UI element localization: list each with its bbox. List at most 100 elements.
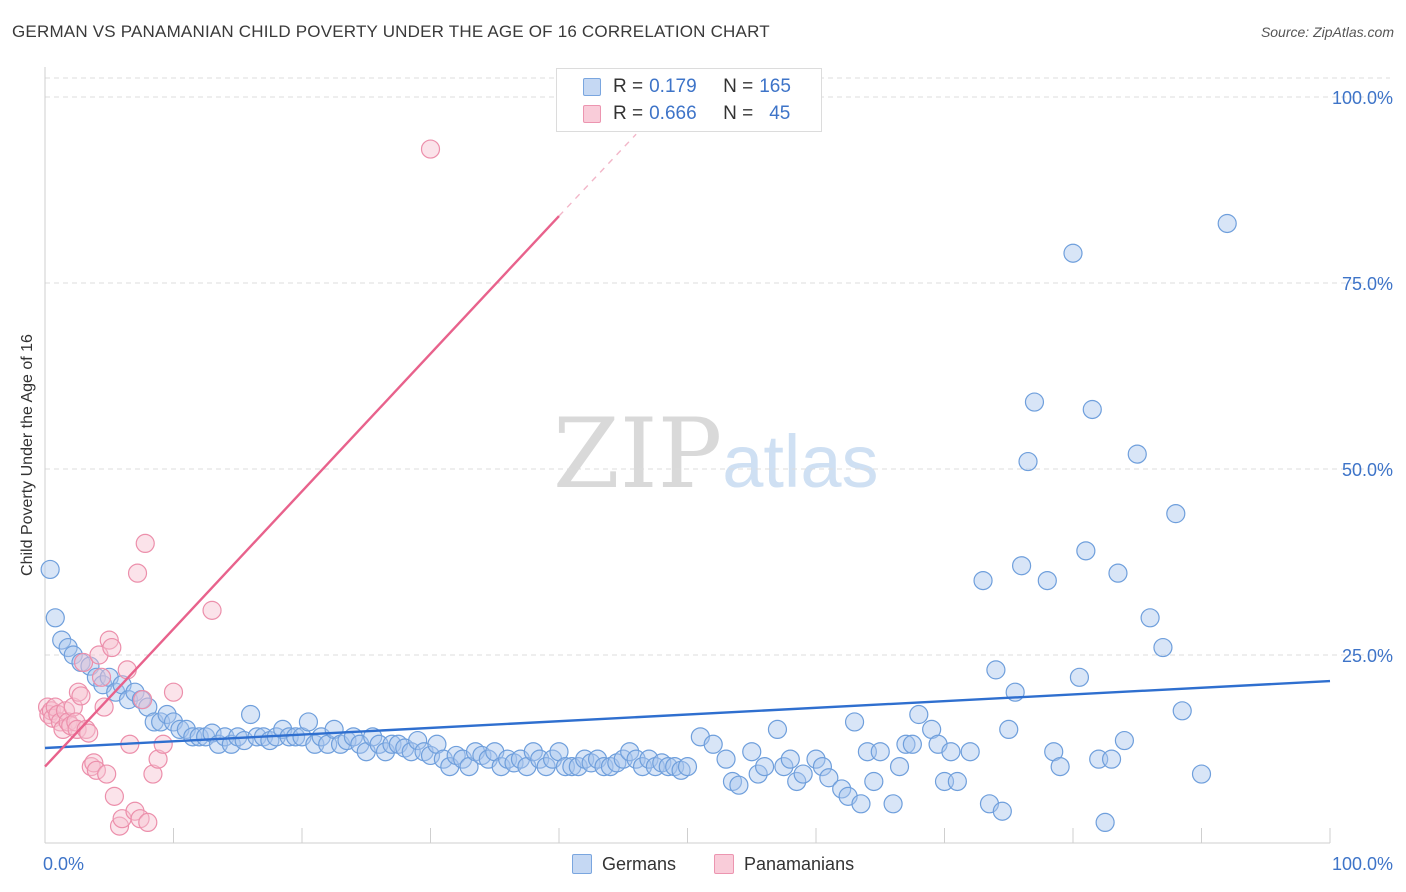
panamanian-point <box>94 697 114 717</box>
german-point <box>639 749 659 769</box>
german-point <box>1101 749 1122 769</box>
german-point <box>793 764 813 784</box>
german-point <box>819 768 839 788</box>
panamanian-point <box>138 812 158 833</box>
watermark-zip: ZIP <box>553 398 723 510</box>
watermark: ZIPatlas <box>553 398 879 510</box>
y-tick-label: 50.0% <box>1342 460 1393 480</box>
panamanian-point <box>109 816 130 836</box>
german-point <box>767 719 788 740</box>
german-point <box>742 742 762 762</box>
german-point <box>870 742 890 762</box>
legend-swatch-germans <box>583 78 601 96</box>
german-point <box>1172 701 1192 721</box>
german-point <box>960 742 980 762</box>
german-point <box>716 749 736 769</box>
german-point <box>285 727 306 747</box>
german-point <box>408 730 428 751</box>
german-point <box>1024 392 1045 412</box>
panamanian-point <box>97 764 117 784</box>
german-point <box>986 660 1006 680</box>
german-point <box>1114 730 1135 751</box>
german-point <box>157 704 177 725</box>
panamanian-point <box>153 734 173 754</box>
german-point <box>1082 399 1102 420</box>
panamanian-point <box>148 749 168 769</box>
bottom-legend-panamanians[interactable]: Panamanians <box>714 852 854 876</box>
german-point <box>1191 764 1212 784</box>
grid-lines <box>45 77 1390 656</box>
german-point <box>1076 541 1096 561</box>
german-point <box>1050 756 1070 777</box>
german-point <box>864 771 884 792</box>
german-point <box>677 756 698 777</box>
german-point <box>298 712 319 732</box>
watermark-atlas: atlas <box>722 420 879 503</box>
panamanian-point <box>127 563 148 583</box>
panamanian-point <box>91 667 112 687</box>
panamanian-point <box>163 682 184 702</box>
german-point <box>812 756 833 777</box>
legend-r-label: R = <box>613 76 644 97</box>
german-point <box>1069 667 1090 687</box>
german-point <box>1166 504 1186 524</box>
german-point <box>851 794 871 814</box>
panamanian-point <box>133 690 153 710</box>
panamanian-point <box>117 660 137 680</box>
y-tick-label: 25.0% <box>1342 646 1393 666</box>
german-point <box>45 608 65 628</box>
german-point <box>902 734 922 754</box>
german-point <box>420 745 441 766</box>
german-point <box>658 756 678 777</box>
y-tick-label: 75.0% <box>1342 274 1393 294</box>
german-point <box>941 742 961 762</box>
german-point <box>973 570 993 591</box>
german-point <box>382 734 402 754</box>
german-point <box>63 645 83 665</box>
panamanian-point <box>66 712 86 732</box>
y-axis-label: Child Poverty Under the Age of 16 <box>19 334 36 576</box>
german-point <box>844 712 865 732</box>
german-point <box>889 756 910 777</box>
legend-n-label: N = <box>723 76 754 97</box>
legend-n-label: N = <box>723 103 754 124</box>
german-point <box>909 704 929 725</box>
german-point <box>1153 637 1173 658</box>
panamanian-point <box>37 697 58 717</box>
german-point <box>947 771 967 792</box>
legend-r-germans: 0.179 <box>649 76 697 97</box>
german-point <box>52 630 72 650</box>
panamanian-point <box>135 533 155 554</box>
bottom-legend-label-panamanians: Panamanians <box>744 853 855 874</box>
german-point <box>832 779 852 799</box>
panamanian-point <box>50 712 71 732</box>
german-point <box>787 771 807 792</box>
german-trend-line <box>44 679 1331 750</box>
panamanian-point <box>73 652 94 673</box>
panamanian-point <box>102 637 122 658</box>
bottom-legend-germans[interactable]: Germans <box>572 852 676 876</box>
legend-n-germans: 165 <box>759 76 791 97</box>
german-point <box>806 749 826 769</box>
german-point <box>202 723 222 743</box>
german-point <box>234 730 254 751</box>
german-point <box>568 756 588 777</box>
panamanian-point <box>79 723 99 743</box>
panamanian-point <box>99 630 119 650</box>
chart-title: GERMAN VS PANAMANIAN CHILD POVERTY UNDER… <box>12 22 770 41</box>
german-point <box>40 559 60 580</box>
trend-lines <box>44 133 1331 768</box>
bottom-legend-swatch-panamanians <box>714 854 734 874</box>
bottom-legend-swatch-germans <box>572 854 592 874</box>
german-point <box>221 734 241 754</box>
legend-row-panamanians: R = 0.666 N = 45 <box>583 102 790 126</box>
german-point <box>883 794 903 814</box>
german-point <box>1063 243 1083 263</box>
german-point <box>703 734 723 754</box>
legend-r-panamanians: 0.666 <box>649 103 697 124</box>
panamanian-point <box>104 786 124 806</box>
german-point <box>1018 451 1038 472</box>
german-point <box>748 764 768 784</box>
german-point <box>896 734 916 754</box>
